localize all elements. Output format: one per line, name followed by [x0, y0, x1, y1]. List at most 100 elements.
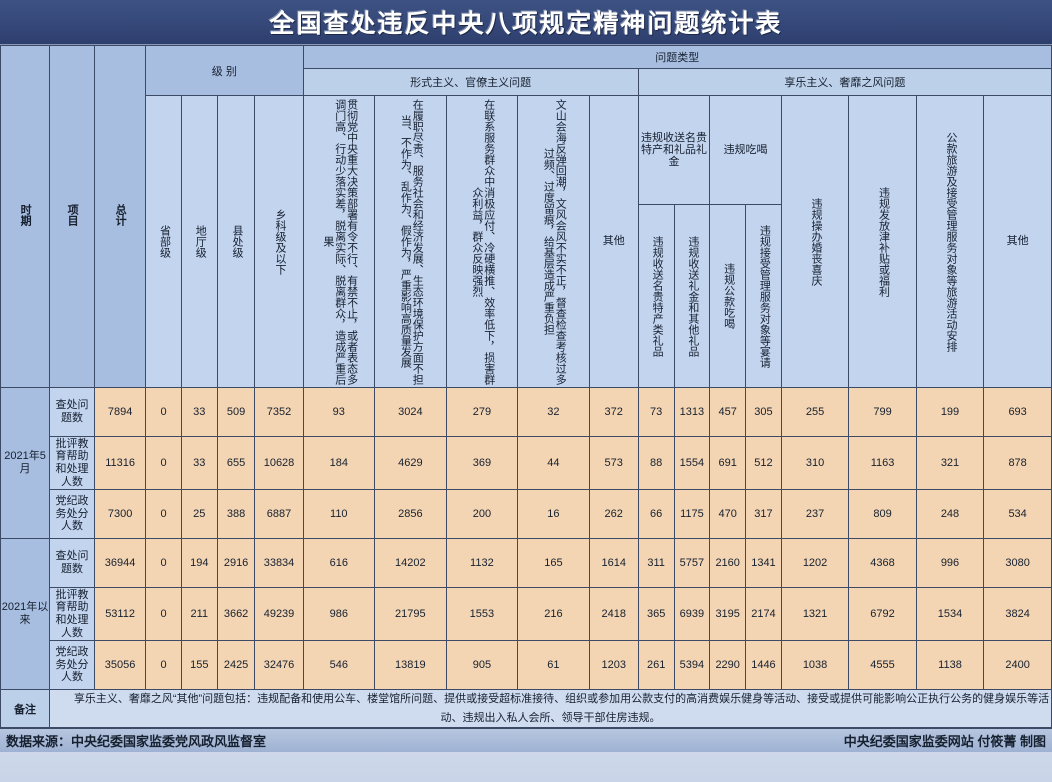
cell-formalism-4: 16 [517, 489, 590, 539]
cell-total: 53112 [94, 587, 147, 641]
cell-hedonism-other: 3080 [983, 538, 1052, 588]
cell-hedonism-3: 3195 [709, 587, 747, 641]
cell-formalism-3: 905 [445, 640, 519, 690]
cell-hedonism-3: 470 [709, 489, 747, 539]
data-source: 数据来源：中央纪委国家监委党风政风监督室 [6, 734, 267, 750]
cell-level-3: 655 [216, 436, 256, 490]
cell-hedonism-5: 255 [780, 387, 850, 437]
cell-formalism-3: 1553 [445, 587, 519, 641]
cell-hedonism-6: 4555 [848, 640, 917, 690]
cell-total: 36944 [94, 538, 147, 588]
cell-level-4: 7352 [254, 387, 304, 437]
cell-formalism-4: 32 [517, 387, 590, 437]
cell-hedonism-2: 1175 [673, 489, 711, 539]
cell-formalism-other: 1203 [588, 640, 639, 690]
cell-formalism-2: 13819 [374, 640, 447, 690]
cell-level-2: 25 [180, 489, 218, 539]
cell-level-4: 49239 [254, 587, 304, 641]
note-label: 备注 [0, 688, 51, 729]
cell-formalism-1: 986 [302, 587, 376, 641]
cell-formalism-3: 1132 [445, 538, 519, 588]
header-formalism-group: 形式主义、官僚主义问题 [302, 68, 639, 96]
row-label: 党纪政务处分人数 [49, 489, 96, 539]
cell-hedonism-7: 996 [915, 538, 985, 588]
cell-hedonism-7: 1534 [915, 587, 985, 641]
row-label: 查处问题数 [49, 538, 96, 588]
cell-hedonism-2: 1554 [673, 436, 711, 490]
header-formalism-col-3: 在联系服务群众中消极应付、冷硬横推、效率低下，损害群众利益，群众反映强烈 [445, 95, 519, 388]
cell-formalism-3: 279 [445, 387, 519, 437]
header-level-xiang-ke: 乡科级及以下 [254, 95, 304, 388]
cell-formalism-2: 3024 [374, 387, 447, 437]
cell-total: 7894 [94, 387, 147, 437]
cell-hedonism-4: 512 [745, 436, 782, 490]
header-level-xian-chu: 县处级 [216, 95, 256, 388]
cell-hedonism-2: 1313 [673, 387, 711, 437]
table-row: 批评教育帮助和处理人数 11316 0 33 655 10628 184 462… [1, 436, 1052, 490]
cell-hedonism-6: 4368 [848, 538, 917, 588]
cell-level-3: 509 [216, 387, 256, 437]
cell-formalism-other: 573 [588, 436, 639, 490]
header-row-subdetail: 违规收送名贵特产类礼品 违规收送礼金和其他礼品 违规公款吃喝 违规接受管理服务对… [1, 204, 1052, 388]
cell-level-3: 2916 [216, 538, 256, 588]
row-label: 批评教育帮助和处理人数 [49, 587, 96, 641]
cell-level-1: 0 [145, 436, 182, 490]
table-row: 2021年5月 查处问题数 7894 0 33 509 7352 93 3024… [0, 387, 1052, 539]
header-level-di-ting: 地厅级 [180, 95, 218, 388]
cell-formalism-4: 216 [517, 587, 590, 641]
credit: 中央纪委国家监委网站 付筱菁 制图 [843, 734, 1046, 750]
table-row: 党纪政务处分人数 35056 0 155 2425 32476 546 1381… [1, 640, 1052, 690]
cell-hedonism-7: 321 [915, 436, 985, 490]
cell-hedonism-1: 261 [637, 640, 675, 690]
cell-formalism-3: 369 [445, 436, 519, 490]
cell-formalism-1: 546 [302, 640, 376, 690]
header-formalism-col-1: 贯彻党中央重大决策部署有令不行、有禁不止，或者表态多调门高、行动少落实差，脱离实… [302, 95, 376, 388]
header-period: 时期 [0, 45, 51, 388]
cell-formalism-2: 4629 [374, 436, 447, 490]
header-level-sheng-bu: 省部级 [145, 95, 182, 388]
header-hedonism-col-subsidy: 违规发放津补贴或福利 [848, 95, 917, 388]
cell-hedonism-other: 878 [983, 436, 1052, 490]
header-hedonism-col-wedding: 违规操办婚丧喜庆 [780, 95, 850, 388]
header-hedonism-group: 享乐主义、奢靡之风问题 [637, 68, 1052, 96]
cell-level-3: 3662 [216, 587, 256, 641]
cell-formalism-other: 372 [588, 387, 639, 437]
cell-total: 35056 [94, 640, 147, 690]
row-label: 查处问题数 [49, 387, 96, 437]
header-formalism-col-4: 文山会海反弹回潮，文风会风不实不正，督查检查考核过多过频、过度留痕，给基层造成严… [517, 95, 590, 388]
header-hedonism-group-dining: 违规吃喝 [709, 95, 782, 205]
cell-hedonism-1: 311 [637, 538, 675, 588]
cell-hedonism-3: 2290 [709, 640, 747, 690]
table-row: 2021年以来 查处问题数 36944 0 194 2916 33834 616… [0, 538, 1052, 690]
cell-formalism-other: 262 [588, 489, 639, 539]
cell-hedonism-1: 365 [637, 587, 675, 641]
period-label-may: 2021年5月 [0, 387, 51, 539]
table-row: 批评教育帮助和处理人数 53112 0 211 3662 49239 986 2… [1, 587, 1052, 641]
cell-level-4: 10628 [254, 436, 304, 490]
cell-formalism-1: 93 [302, 387, 376, 437]
cell-hedonism-other: 2400 [983, 640, 1052, 690]
row-label: 批评教育帮助和处理人数 [49, 436, 96, 490]
cell-hedonism-2: 5394 [673, 640, 711, 690]
cell-hedonism-7: 199 [915, 387, 985, 437]
header-hedonism-col-other: 其他 [983, 95, 1052, 388]
note-row: 备注 享乐主义、奢靡之风“其他”问题包括：违规配备和使用公车、楼堂馆所问题、提供… [0, 688, 1052, 729]
header-hedonism-sub-specialty: 违规收送名贵特产类礼品 [637, 204, 675, 388]
cell-formalism-2: 14202 [374, 538, 447, 588]
cell-hedonism-4: 2174 [745, 587, 782, 641]
cell-level-1: 0 [145, 640, 182, 690]
cell-formalism-2: 21795 [374, 587, 447, 641]
header-hedonism-group-gift: 违规收送名贵特产和礼品礼金 [637, 95, 711, 205]
cell-formalism-4: 61 [517, 640, 590, 690]
cell-level-1: 0 [145, 387, 182, 437]
cell-hedonism-4: 305 [745, 387, 782, 437]
cell-formalism-4: 165 [517, 538, 590, 588]
header-item: 项目 [49, 45, 96, 388]
cell-hedonism-3: 2160 [709, 538, 747, 588]
cell-hedonism-5: 1321 [780, 587, 850, 641]
cell-hedonism-5: 1038 [780, 640, 850, 690]
cell-level-2: 155 [180, 640, 218, 690]
cell-formalism-2: 2856 [374, 489, 447, 539]
header-hedonism-sub-public-dining: 违规公款吃喝 [709, 204, 747, 388]
